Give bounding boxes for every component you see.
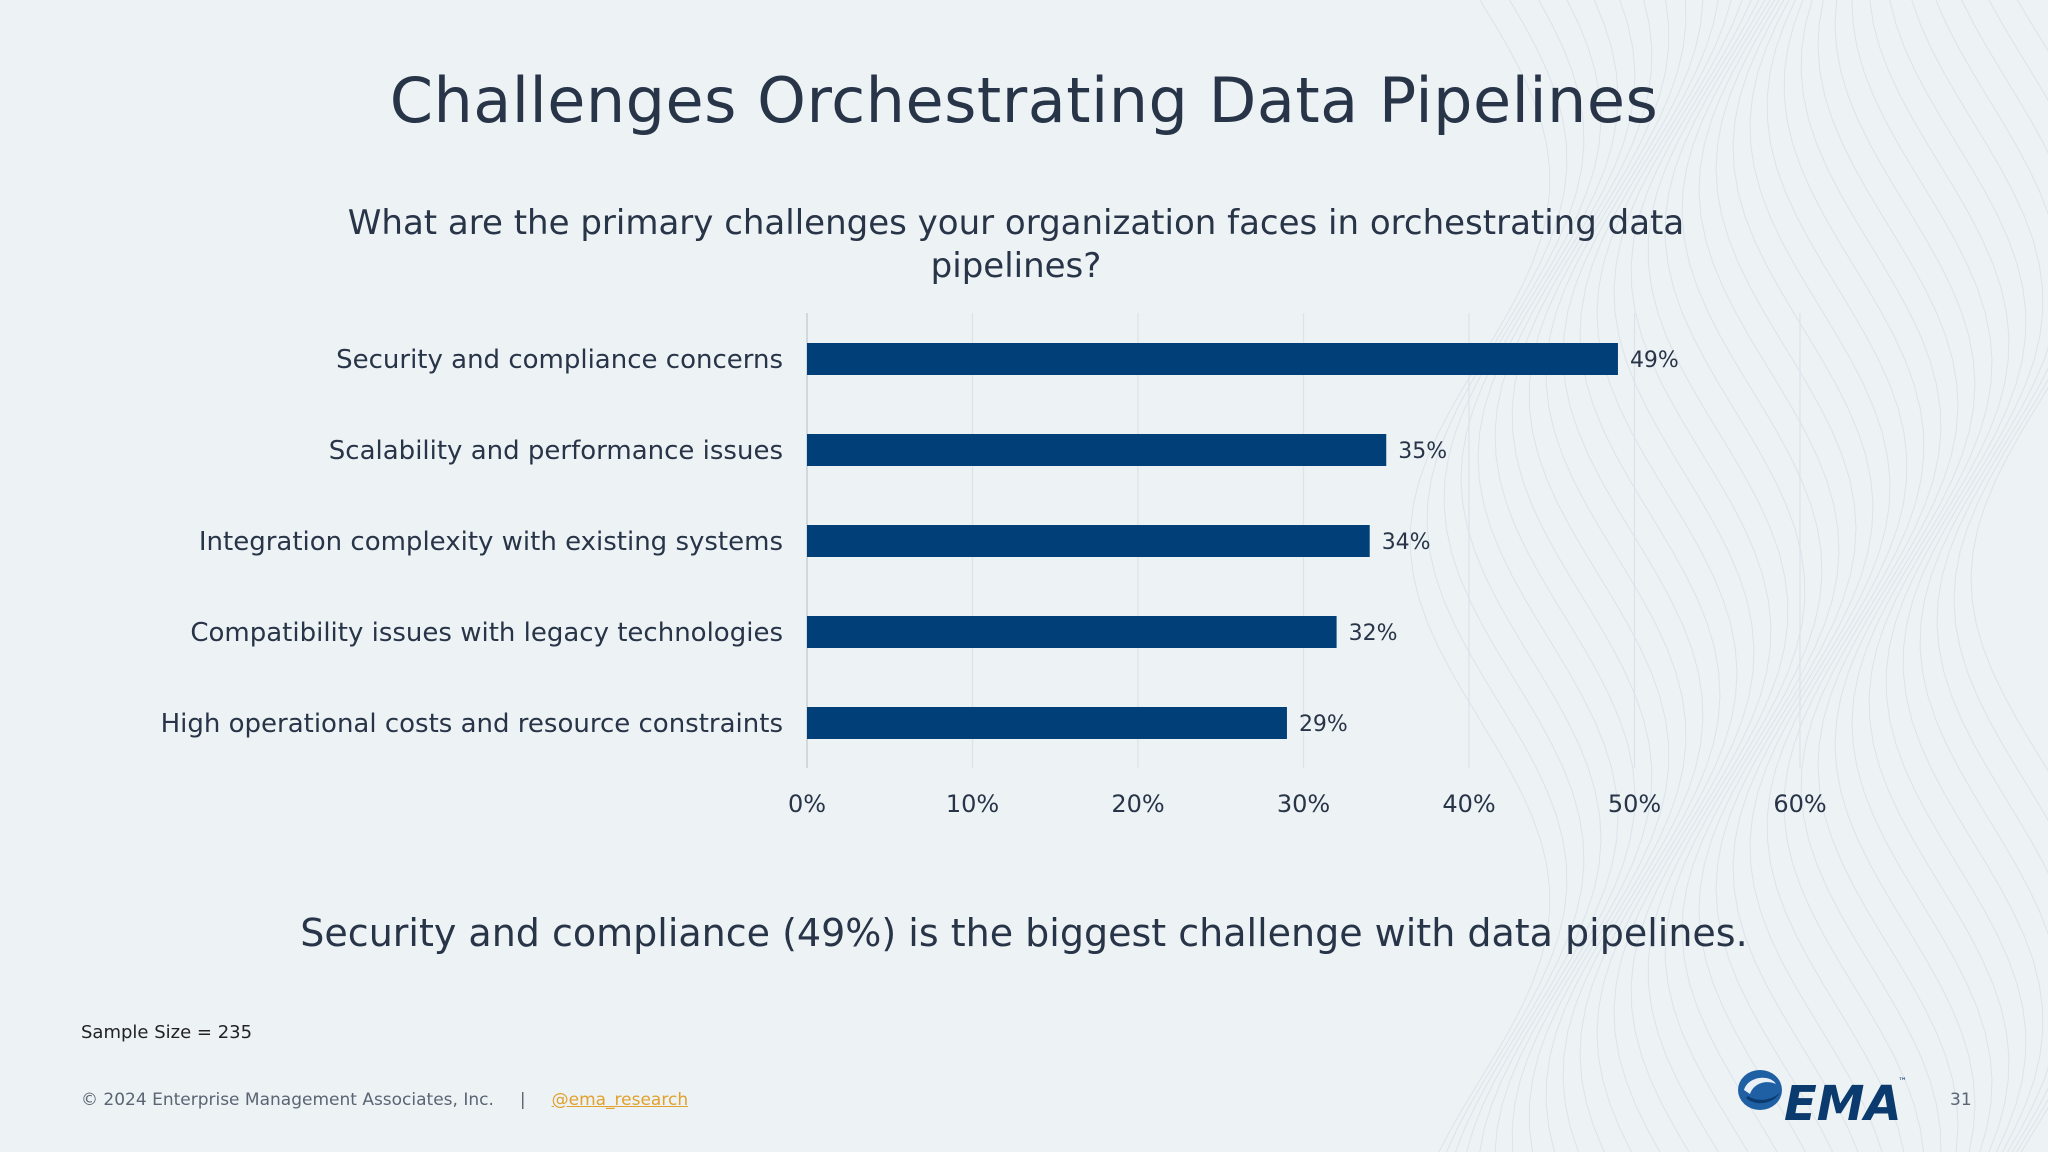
key-takeaway: Security and compliance (49%) is the big… (300, 911, 1748, 955)
footer-separator: | (519, 1090, 526, 1110)
bar (807, 343, 1618, 375)
ema-logo: EMA ™ (1738, 1070, 1907, 1126)
bar (807, 707, 1287, 739)
data-label: 49% (1630, 348, 1679, 373)
category-label: Scalability and performance issues (329, 436, 783, 466)
category-label: Integration complexity with existing sys… (199, 527, 783, 557)
category-label: High operational costs and resource cons… (161, 709, 783, 739)
data-label: 35% (1398, 439, 1447, 464)
ema-logo-swoosh-icon (1738, 1070, 1782, 1110)
bar (807, 525, 1370, 557)
survey-question: What are the primary challenges your org… (347, 203, 1685, 286)
category-label: Compatibility issues with legacy technol… (190, 618, 783, 648)
footer: © 2024 Enterprise Management Associates,… (81, 1090, 688, 1110)
ema-logo-tm: ™ (1898, 1077, 1907, 1087)
x-tick-label: 10% (946, 790, 999, 818)
ema-logo-text: EMA (1784, 1076, 1902, 1126)
bar (807, 434, 1387, 466)
x-tick-label: 40% (1442, 790, 1495, 818)
twitter-handle-link[interactable]: @ema_research (551, 1090, 689, 1110)
x-tick-label: 30% (1277, 790, 1330, 818)
copyright-text: © 2024 Enterprise Management Associates,… (81, 1090, 494, 1110)
x-tick-label: 50% (1608, 790, 1661, 818)
bar (807, 616, 1337, 648)
page-number: 31 (1950, 1090, 1972, 1110)
sample-size: Sample Size = 235 (81, 1022, 253, 1043)
slide-title: Challenges Orchestrating Data Pipelines (389, 64, 1659, 137)
data-label: 32% (1349, 621, 1398, 646)
category-label: Security and compliance concerns (336, 345, 783, 375)
data-label: 34% (1382, 530, 1431, 555)
x-tick-label: 20% (1111, 790, 1164, 818)
data-label: 29% (1299, 712, 1348, 737)
x-tick-label: 0% (788, 790, 826, 818)
x-tick-label: 60% (1773, 790, 1826, 818)
